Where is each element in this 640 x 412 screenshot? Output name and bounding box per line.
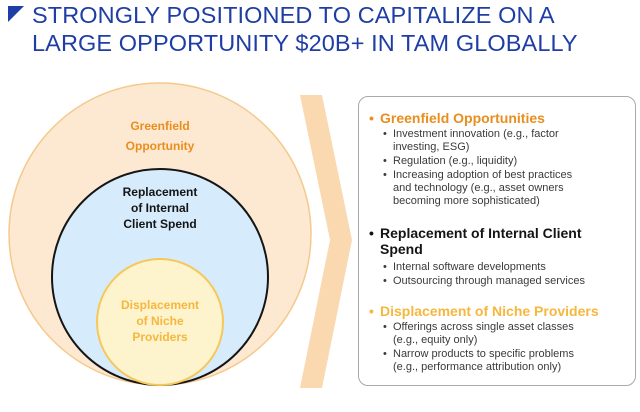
greenfield-heading: • Greenfield Opportunities (369, 110, 545, 126)
niche-providers-circle (96, 258, 224, 386)
niche-providers-circle-label: Displacement of Niche Providers (120, 298, 200, 344)
niche-providers-heading: • Displacement of Niche Providers (369, 303, 599, 319)
list-item: Outsourcing through managed services (381, 275, 631, 288)
internal-spend-heading: • Replacement of Internal Client Spend (369, 225, 582, 257)
chevron-arrow-icon (300, 95, 352, 388)
list-item: Narrow products to specific problems(e.g… (381, 348, 631, 374)
opportunities-panel: •Greenfield Opportunities Investment inn… (358, 96, 636, 386)
title-line-2: LARGE OPPORTUNITY $20B+ IN TAM GLOBALLY (32, 30, 578, 56)
list-item: Regulation (e.g., liquidity) (381, 155, 631, 168)
title-triangle-icon (8, 6, 24, 22)
greenfield-list: Investment innovation (e.g., factorinves… (381, 128, 631, 208)
list-item: Offerings across single asset classes(e.… (381, 321, 631, 347)
list-item: Investment innovation (e.g., factorinves… (381, 128, 631, 154)
greenfield-circle-label: Greenfield Opportunity (125, 119, 195, 153)
niche-providers-list: Offerings across single asset classes(e.… (381, 321, 631, 374)
list-item: Internal software developments (381, 261, 631, 274)
list-item: Increasing adoption of best practicesand… (381, 169, 631, 208)
title-line-1: STRONGLY POSITIONED TO CAPITALIZE ON A (32, 2, 555, 28)
internal-spend-circle-label: Replacement of Internal Client Spend (122, 185, 198, 231)
internal-spend-list: Internal software developments Outsourci… (381, 261, 631, 288)
